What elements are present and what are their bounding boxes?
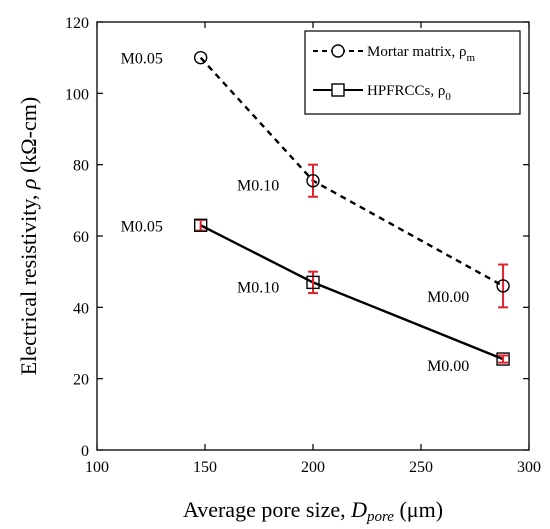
point-label: M0.00 [427,358,469,375]
x-tick-label: 250 [409,459,433,476]
y-axis-title-var: ρ [16,179,41,191]
point-label: M0.05 [121,51,163,68]
legend-marker-square [331,83,345,97]
y-tick-label: 0 [81,443,89,460]
data-point-circle [496,279,510,293]
data-point-square [193,218,208,233]
legend-label-mortar: Mortar matrix, ρm [367,44,476,64]
legend-box [304,30,521,115]
x-axis-title-main: Average pore size, [183,497,351,522]
legend-label-hpfrcc-sub: 0 [445,91,451,103]
y-tick-label: 20 [73,372,89,389]
data-point-square [496,352,510,366]
y-tick-label: 40 [73,300,89,317]
y-axis-title-unit: (kΩ-cm) [16,97,41,179]
legend-label-mortar-text: Mortar matrix, ρ [367,44,467,60]
x-axis-title-sub: pore [366,509,394,525]
data-point-square [306,275,320,290]
point-label: M0.05 [121,218,163,235]
legend: Mortar matrix, ρm HPFRCCs, ρ0 [304,30,521,115]
y-axis-title-main: Electrical resistivity, [16,189,41,375]
x-tick-label: 100 [85,459,109,476]
legend-marker-circle [331,44,345,58]
x-axis-title-var: D [350,497,367,522]
x-tick-label: 300 [517,459,541,476]
x-tick-label: 150 [193,459,217,476]
legend-label-hpfrcc-text: HPFRCCs, ρ [367,83,445,99]
data-point-circle [193,50,208,65]
data-point-circle [306,174,320,188]
point-label: M0.10 [237,178,279,195]
legend-label-mortar-sub: m [467,52,476,64]
x-axis-title: Average pore size, Dpore (μm) [183,497,443,525]
y-tick-label: 60 [73,229,89,246]
y-tick-label: 100 [65,86,89,103]
legend-label-hpfrcc: HPFRCCs, ρ0 [367,83,451,103]
y-tick-label: 80 [73,158,89,175]
x-axis-title-unit: (μm) [394,497,443,522]
point-label: M0.10 [237,279,279,296]
x-tick-label: 200 [301,459,325,476]
point-label: M0.00 [427,289,469,306]
y-axis-title: Electrical resistivity, ρ (kΩ-cm) [16,97,41,375]
y-tick-label: 120 [65,15,89,32]
